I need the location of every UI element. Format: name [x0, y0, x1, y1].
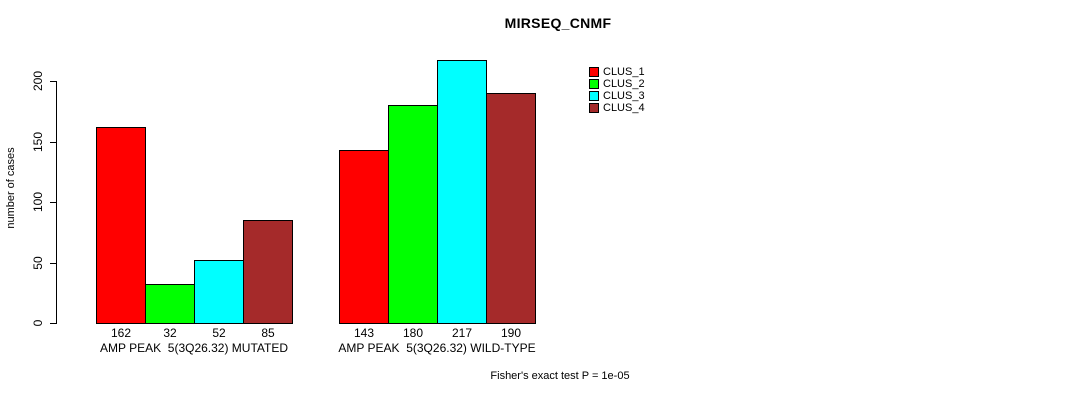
annotation-fisher-test: Fisher's exact test P = 1e-05 — [490, 370, 630, 382]
y-tick-mark — [50, 263, 56, 264]
legend-label-clus_1: CLUS_1 — [603, 66, 645, 78]
y-axis-line — [56, 81, 57, 324]
y-tick-label: 0 — [31, 319, 45, 327]
bar-clus_3-group1 — [437, 60, 487, 324]
y-tick-mark — [50, 323, 56, 324]
y-tick-mark — [50, 142, 56, 143]
bar-clus_4-group0 — [243, 220, 293, 324]
bar-clus_2-group1 — [388, 105, 438, 324]
legend-swatch-clus_2 — [589, 79, 599, 89]
legend-label-clus_4: CLUS_4 — [603, 102, 645, 114]
group-label-wildtype: AMP PEAK 5(3Q26.32) WILD-TYPE — [338, 341, 536, 355]
legend-swatch-clus_4 — [589, 103, 599, 113]
y-tick-label: 150 — [31, 131, 45, 153]
y-axis-label: number of cases — [5, 147, 17, 229]
y-tick-label: 100 — [31, 191, 45, 213]
bar-value-label: 32 — [163, 326, 177, 340]
y-tick-mark — [50, 202, 56, 203]
group-label-mutated: AMP PEAK 5(3Q26.32) MUTATED — [99, 341, 289, 355]
y-tick-mark — [50, 81, 56, 82]
legend-label-clus_2: CLUS_2 — [603, 78, 645, 90]
bar-clus_3-group0 — [194, 260, 244, 324]
bar-value-label: 85 — [261, 326, 275, 340]
bar-value-label: 217 — [451, 326, 473, 340]
bar-clus_1-group0 — [96, 127, 146, 324]
bar-value-label: 143 — [353, 326, 375, 340]
bar-value-label: 180 — [402, 326, 424, 340]
y-tick-label: 50 — [31, 256, 45, 270]
bar-clus_4-group1 — [486, 93, 536, 324]
legend-swatch-clus_3 — [589, 91, 599, 101]
bar-value-label: 190 — [500, 326, 522, 340]
chart-title: MIRSEQ_CNMF — [504, 15, 612, 31]
legend-label-clus_3: CLUS_3 — [603, 90, 645, 102]
legend-swatch-clus_1 — [589, 67, 599, 77]
bar-value-label: 162 — [110, 326, 132, 340]
y-tick-label: 200 — [31, 70, 45, 92]
bar-value-label: 52 — [212, 326, 226, 340]
bar-clus_1-group1 — [339, 150, 389, 324]
bar-clus_2-group0 — [145, 284, 195, 324]
